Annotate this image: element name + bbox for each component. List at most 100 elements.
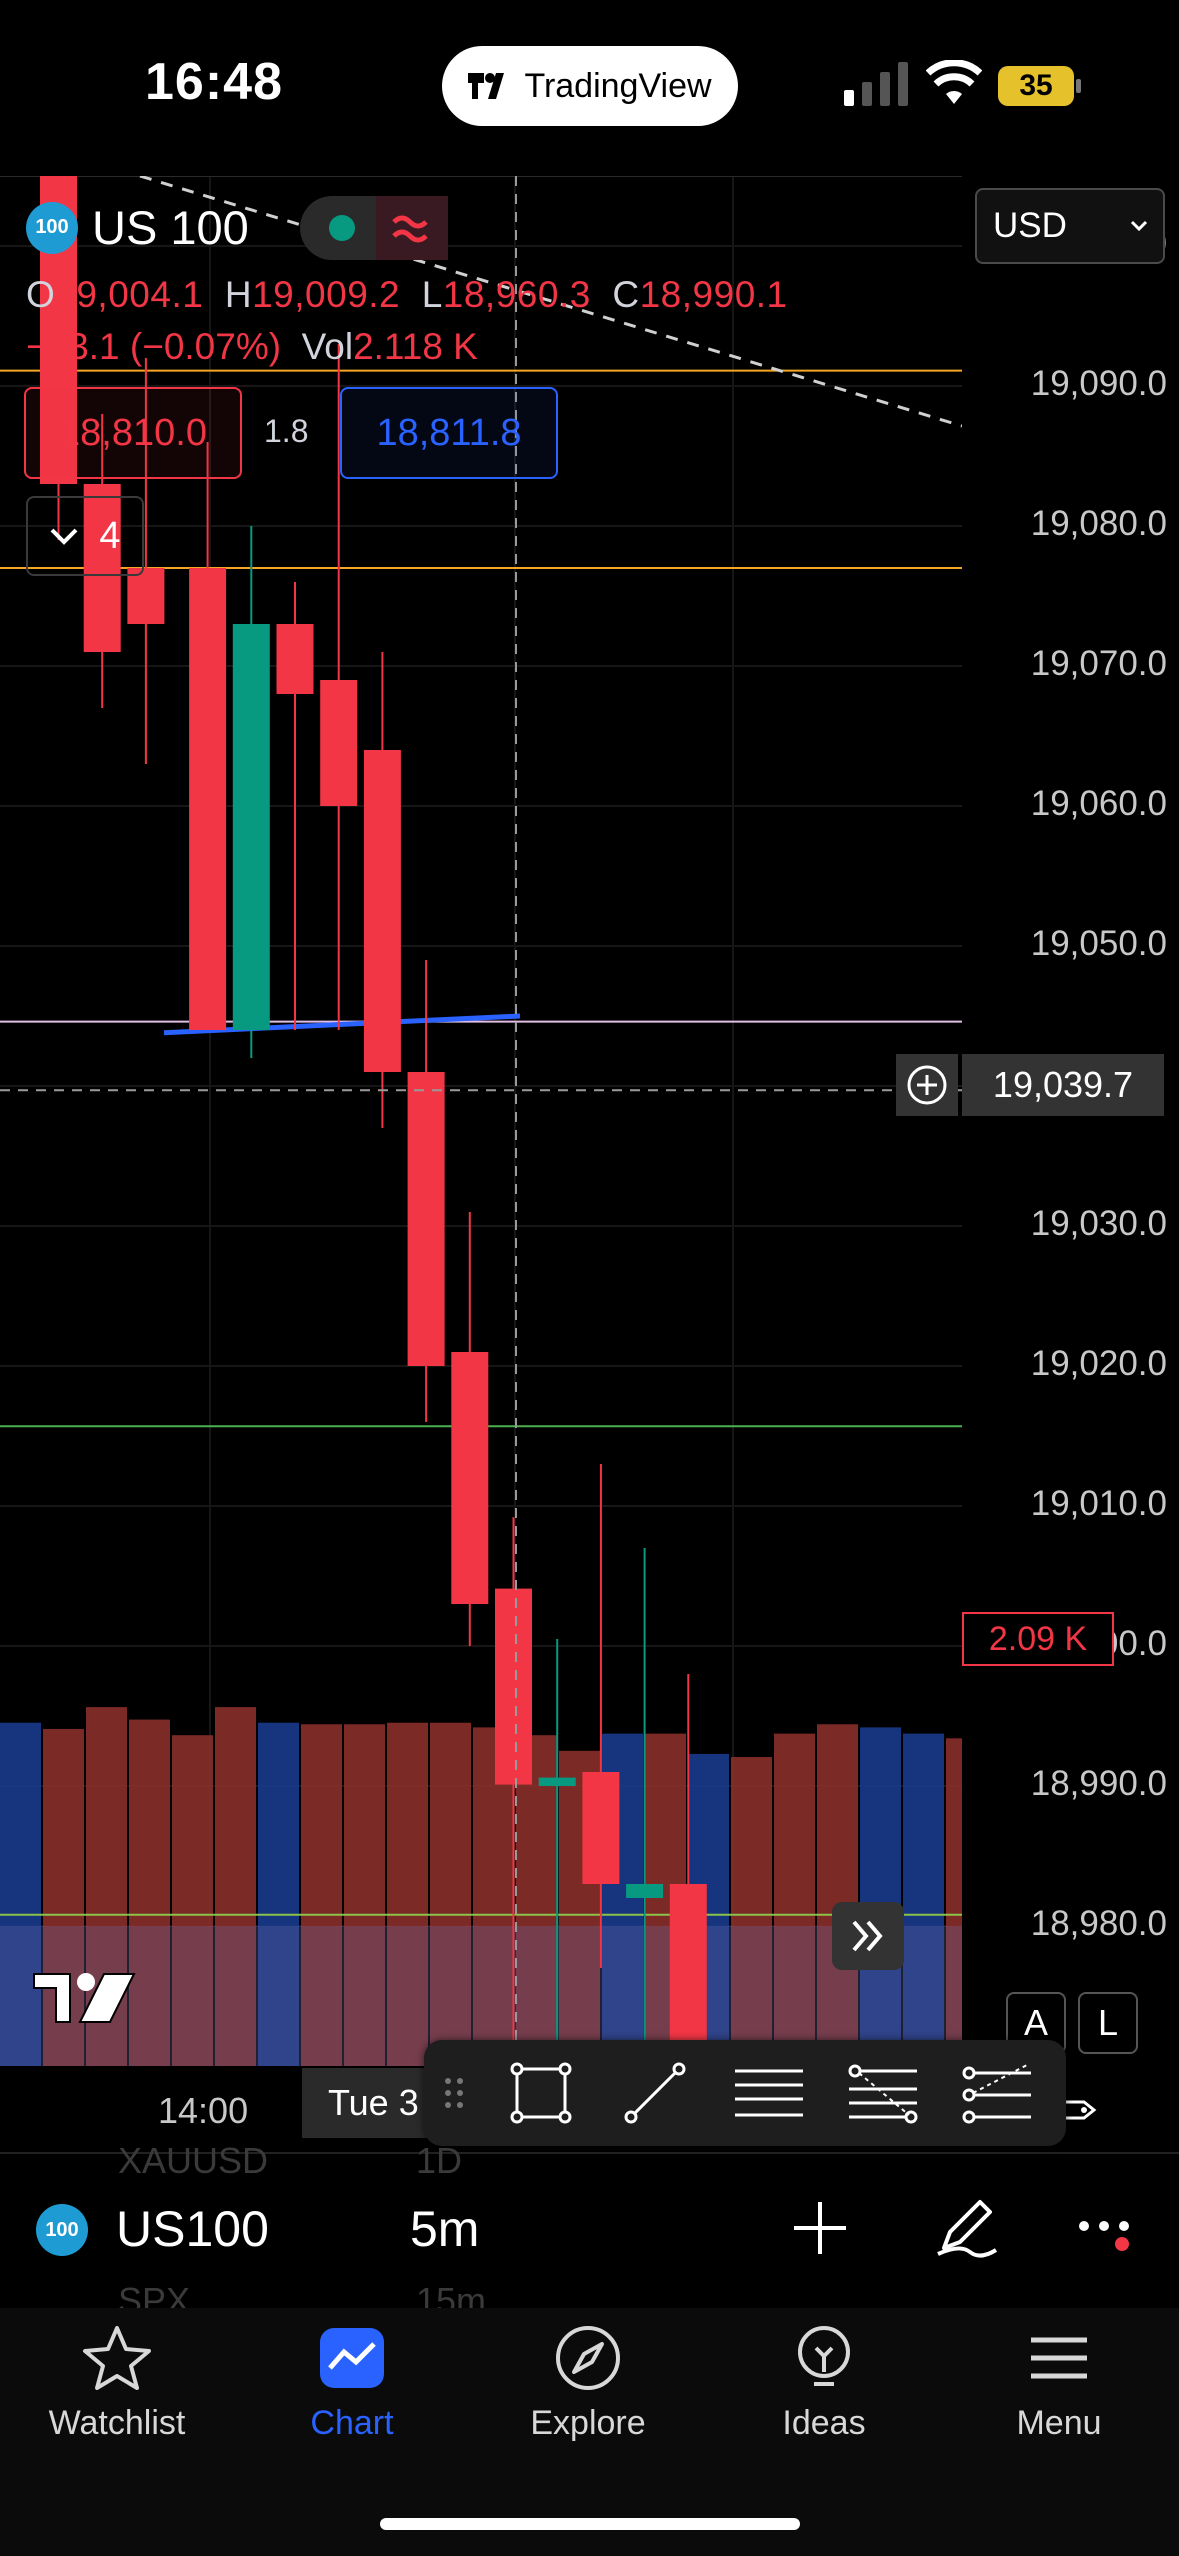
indicators-toggle[interactable]: 4: [26, 496, 144, 576]
price-tick: 18,990.0: [1030, 1764, 1167, 1803]
tab-label: Ideas: [782, 2404, 866, 2442]
volume-value: 2.118 K: [353, 326, 478, 367]
price-change: −13.1 (−0.07%): [26, 326, 282, 367]
currency-select[interactable]: USD: [975, 188, 1165, 264]
hamburger-icon: [1031, 2337, 1087, 2379]
candle-body: [407, 1072, 445, 1366]
candle-body: [232, 624, 270, 1030]
symbol-header[interactable]: 100 US 100: [26, 200, 249, 255]
price-tick: 19,060.0: [1030, 784, 1167, 823]
low-value: 18,960.3: [442, 274, 591, 315]
status-time: 16:48: [145, 53, 283, 111]
toolbar-drag-handle[interactable]: [424, 2040, 484, 2146]
trend-line-tool[interactable]: [598, 2040, 712, 2146]
candle-body: [582, 1772, 620, 1884]
candle-body: [626, 1884, 664, 1898]
price-axis[interactable]: 19,100.019,090.019,080.019,070.019,060.0…: [960, 176, 1179, 2156]
compare-add-button[interactable]: [788, 2196, 852, 2260]
buy-button[interactable]: 18,811.8: [340, 387, 558, 479]
battery-icon: 35: [998, 66, 1082, 106]
rectangle-icon: [510, 2062, 572, 2124]
volume-bar: [387, 1722, 428, 2066]
low-label: L: [421, 274, 443, 315]
drawing-toolbar: [424, 2040, 1066, 2146]
volume-bar: [731, 1757, 772, 2066]
price-chart[interactable]: [0, 176, 962, 2066]
close-label: C: [612, 274, 640, 315]
add-alert-button[interactable]: [896, 1054, 958, 1116]
tab-chart[interactable]: Chart: [252, 2322, 452, 2443]
tab-ideas[interactable]: Ideas: [724, 2322, 924, 2443]
plus-circle-icon: [907, 1065, 947, 1105]
horizontal-lines-icon: [735, 2069, 803, 2117]
symbol-picker[interactable]: US100: [116, 2201, 269, 2257]
spread-value: 1.8: [264, 413, 309, 449]
market-status-pill[interactable]: [300, 196, 448, 260]
chart-icon: [320, 2328, 384, 2388]
candle-body: [127, 568, 165, 624]
scroll-to-realtime-button[interactable]: [832, 1902, 904, 1970]
drawing-tools-button[interactable]: [930, 2192, 1000, 2262]
volume-bar: [215, 1707, 256, 2066]
tradingview-pill[interactable]: TradingView: [442, 46, 738, 126]
volume-bar: [258, 1722, 299, 2066]
home-indicator: [380, 2518, 800, 2530]
volume-bar: [774, 1733, 815, 2066]
candle-body: [320, 680, 358, 806]
price-tick: 19,020.0: [1030, 1344, 1167, 1383]
open-label: O: [26, 274, 56, 315]
price-tick: 19,050.0: [1030, 924, 1167, 963]
candle-body: [495, 1588, 532, 1785]
wifi-icon: [926, 60, 982, 104]
symbol-title: US 100: [92, 201, 249, 254]
trend-line-icon: [624, 2062, 686, 2124]
close-value: 18,990.1: [639, 274, 788, 315]
tab-label: Chart: [310, 2404, 394, 2442]
volume-bar: [344, 1724, 385, 2066]
fib-extension-tool[interactable]: [940, 2040, 1054, 2146]
currency-value: USD: [993, 206, 1067, 245]
volume-bar: [860, 1727, 901, 2066]
interval-picker[interactable]: 5m: [410, 2201, 480, 2257]
volume-bar: [0, 1722, 41, 2066]
candle-body: [83, 484, 121, 652]
ohlc-values: O19,004.1 H19,009.2 L18,960.3 C18,990.1: [26, 274, 788, 316]
trend-line: [139, 176, 962, 428]
tab-label: Watchlist: [48, 2404, 186, 2442]
double-chevron-right-icon: [852, 1920, 883, 1952]
price-tick: 19,080.0: [1030, 504, 1167, 543]
fib-retracement-tool[interactable]: [826, 2040, 940, 2146]
more-options-button[interactable]: [1076, 2212, 1136, 2252]
candle-body: [189, 568, 227, 1030]
tradingview-logo-icon: [468, 73, 505, 99]
tab-watchlist[interactable]: Watchlist: [17, 2322, 217, 2443]
lightbulb-icon: [798, 2326, 850, 2386]
compass-icon: [556, 2326, 620, 2390]
high-label: H: [224, 274, 253, 315]
symbol-bar-badge: 100: [36, 2204, 88, 2256]
candle-body: [363, 750, 401, 1072]
ghost-interval-above: 1D: [416, 2140, 463, 2181]
price-tick: 19,070.0: [1030, 644, 1167, 683]
log-scale-button[interactable]: L: [1078, 1992, 1138, 2054]
price-tick: 19,090.0: [1030, 364, 1167, 403]
price-tick: 19,030.0: [1030, 1204, 1167, 1243]
rectangle-tool[interactable]: [484, 2040, 598, 2146]
market-status-icon: [329, 196, 448, 260]
tab-label: Explore: [530, 2404, 646, 2442]
chevron-down-icon: [1130, 220, 1148, 232]
star-icon: [83, 2326, 151, 2390]
fib-extension-icon: [962, 2064, 1031, 2124]
volume-bar: [129, 1719, 170, 2066]
candle-body: [451, 1352, 489, 1604]
volume-bar: [903, 1733, 944, 2066]
volume-bar: [301, 1724, 342, 2066]
tab-menu[interactable]: Menu: [959, 2322, 1159, 2443]
tab-explore[interactable]: Explore: [488, 2322, 688, 2443]
sell-button[interactable]: 18,810.0: [24, 387, 242, 479]
fib-retracement-icon: [848, 2064, 918, 2124]
parallel-channel-tool[interactable]: [712, 2040, 826, 2146]
ghost-symbol-above: XAUUSD: [118, 2140, 269, 2181]
chevron-down-icon: [51, 528, 78, 545]
crosshair-price-label: 19,039.7: [962, 1054, 1164, 1116]
